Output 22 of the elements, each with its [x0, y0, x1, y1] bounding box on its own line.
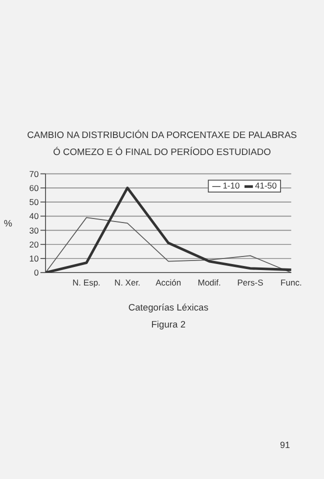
x-axis-title: Categorías Léxicas	[127, 303, 210, 314]
text: 91	[280, 440, 290, 450]
x-tick-label: Func.	[280, 277, 302, 288]
y-tick-label: 10	[29, 254, 40, 264]
x-tick-label: N. Esp.	[72, 277, 100, 288]
text: Figura 2	[150, 320, 187, 330]
y-tick-label: 70	[29, 168, 40, 179]
chart-subtitle: Ó COMEZO E Ó FINAL DO PERÍODO ESTUDIADO	[52, 147, 272, 158]
y-tick-label: 30	[29, 225, 40, 236]
x-tick-label: Modif.	[198, 277, 221, 288]
legend-label: 41-50	[255, 181, 277, 191]
y-axis-title: %	[4, 218, 12, 229]
x-tick-label: Pers-S	[237, 277, 264, 288]
y-tick-label: 60	[29, 182, 40, 193]
y-tick-label: 40	[29, 211, 40, 222]
chart-title: CAMBIO NA DISTRIBUCIÓN DA PORCENTAXE DE PALABRAS	[26, 130, 298, 141]
y-tick-label: 20	[29, 239, 40, 250]
legend-label: 1-10	[222, 181, 240, 191]
x-tick-label: Acción	[156, 277, 182, 288]
y-tick-label: 0	[34, 268, 40, 278]
x-tick-label: N. Xer.	[114, 277, 140, 288]
y-tick-label: 50	[29, 197, 40, 208]
